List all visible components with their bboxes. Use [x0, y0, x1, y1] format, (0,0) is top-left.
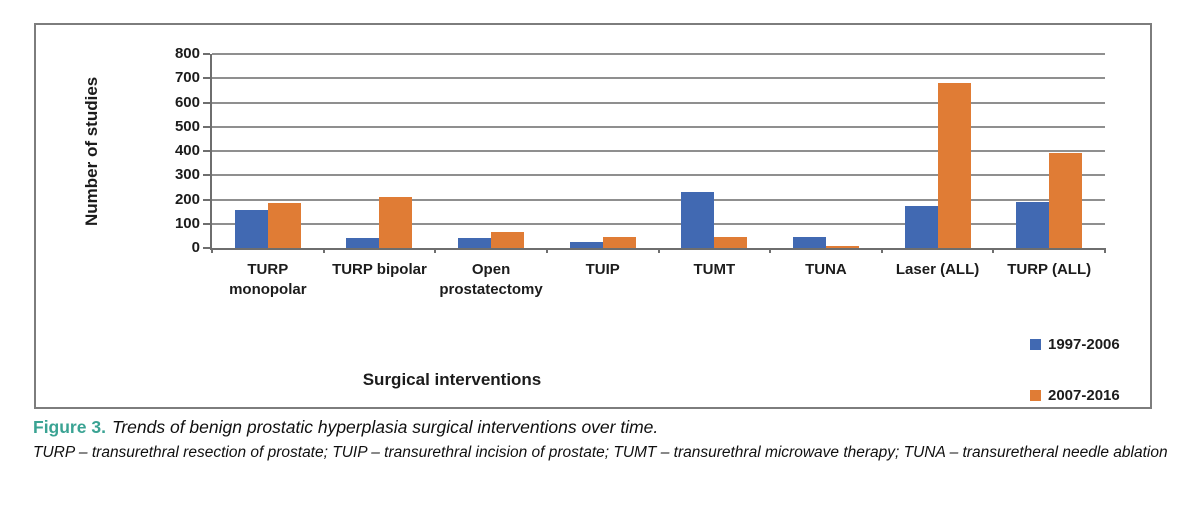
legend-item-1997-2006: 1997-2006	[1030, 336, 1120, 353]
x-axis-title: Surgical interventions	[362, 370, 542, 389]
y-tick-mark	[203, 125, 210, 128]
bar-laser-all-2007-2016	[937, 83, 971, 248]
x-tick-mark	[769, 248, 772, 253]
bar-turp-bipolar-2007-2016	[379, 197, 413, 248]
x-tick-mark	[880, 248, 883, 253]
x-category-label: TURP (ALL)	[1007, 261, 1092, 278]
y-axis-title: Number of studies	[82, 76, 101, 226]
y-tick-label: 700	[174, 69, 200, 87]
y-tick-label: 300	[174, 166, 200, 184]
legend-label: 2007-2016	[1048, 387, 1120, 404]
bar-open-prostatectomy-1997-2006	[458, 238, 492, 248]
x-tick-mark	[322, 248, 325, 253]
figure-caption: Figure 3. Trends of benign prostatic hype…	[33, 417, 1183, 438]
x-tick-mark	[434, 248, 437, 253]
y-axis-line	[210, 54, 212, 250]
gridline	[212, 150, 1105, 152]
x-category-label: TURP bipolar	[332, 261, 427, 278]
bar-tumt-1997-2006	[681, 192, 715, 248]
y-tick-mark	[203, 53, 210, 55]
bar-turp-monopolar-2007-2016	[267, 203, 301, 248]
bar-tumt-2007-2016	[714, 237, 748, 248]
x-tick-mark	[992, 248, 995, 253]
x-tick-mark	[1104, 248, 1106, 253]
gridline	[212, 198, 1105, 201]
gridline	[212, 53, 1105, 55]
x-tick-mark	[211, 248, 213, 253]
bar-turp-all-2007-2016	[1049, 153, 1083, 248]
x-category-label: TUNA	[805, 261, 847, 278]
y-tick-mark	[203, 150, 210, 152]
legend-label: 1997-2006	[1048, 336, 1120, 353]
gridline	[212, 125, 1105, 128]
figure-caption-title: Trends of benign prostatic hyperplasia s…	[111, 417, 659, 437]
y-tick-label: 600	[174, 93, 200, 111]
gridline	[212, 101, 1105, 104]
figure-caption-label: Figure 3.	[33, 417, 106, 437]
y-tick-label: 500	[174, 117, 200, 135]
x-category-label: Open prostatectomy	[439, 261, 543, 298]
gridline	[212, 222, 1105, 225]
y-tick-label: 400	[174, 142, 200, 159]
bar-tuip-2007-2016	[602, 237, 636, 248]
bar-tuna-1997-2006	[792, 237, 826, 248]
x-tick-mark	[657, 248, 660, 253]
bar-tuip-1997-2006	[569, 241, 603, 248]
x-category-label: Laser (ALL)	[895, 261, 980, 278]
plot-area: 0 100 200 300 400 500 600 700 800 TURP monopolar T…	[175, 45, 1106, 298]
y-tick-label: 800	[174, 45, 200, 62]
bar-open-prostatectomy-2007-2016	[491, 232, 525, 248]
y-tick-mark	[203, 222, 210, 225]
bar-laser-all-1997-2006	[904, 205, 938, 248]
x-tick-mark	[545, 248, 548, 253]
bar-turp-monopolar-1997-2006	[234, 210, 268, 248]
y-tick-label: 0	[191, 239, 200, 256]
y-tick-mark	[203, 174, 210, 177]
x-category-label: TURP monopolar	[229, 261, 307, 298]
x-category-label: TUMT	[693, 261, 736, 278]
y-tick-mark	[203, 101, 210, 104]
bar-turp-bipolar-1997-2006	[346, 238, 380, 248]
chart-panel: Number of studies 0 100 200 300 400 500 600 700…	[34, 23, 1152, 409]
legend-item-2007-2016: 2007-2016	[1030, 387, 1120, 404]
y-tick-mark	[203, 77, 210, 80]
gridline	[212, 77, 1105, 80]
legend-swatch-icon	[1030, 390, 1041, 401]
gridline	[212, 174, 1105, 177]
y-tick-label: 200	[174, 190, 200, 208]
bar-tuna-2007-2016	[825, 245, 859, 248]
y-tick-mark	[203, 247, 210, 249]
figure-caption-note: TURP – transurethral resection of prosta…	[33, 444, 1168, 461]
y-tick-mark	[203, 198, 210, 201]
legend: 1997-2006 2007-2016	[1030, 336, 1120, 404]
x-category-label: TUIP	[585, 261, 620, 278]
legend-swatch-icon	[1030, 339, 1041, 350]
y-tick-label: 100	[174, 214, 200, 232]
bar-turp-all-1997-2006	[1016, 201, 1050, 248]
